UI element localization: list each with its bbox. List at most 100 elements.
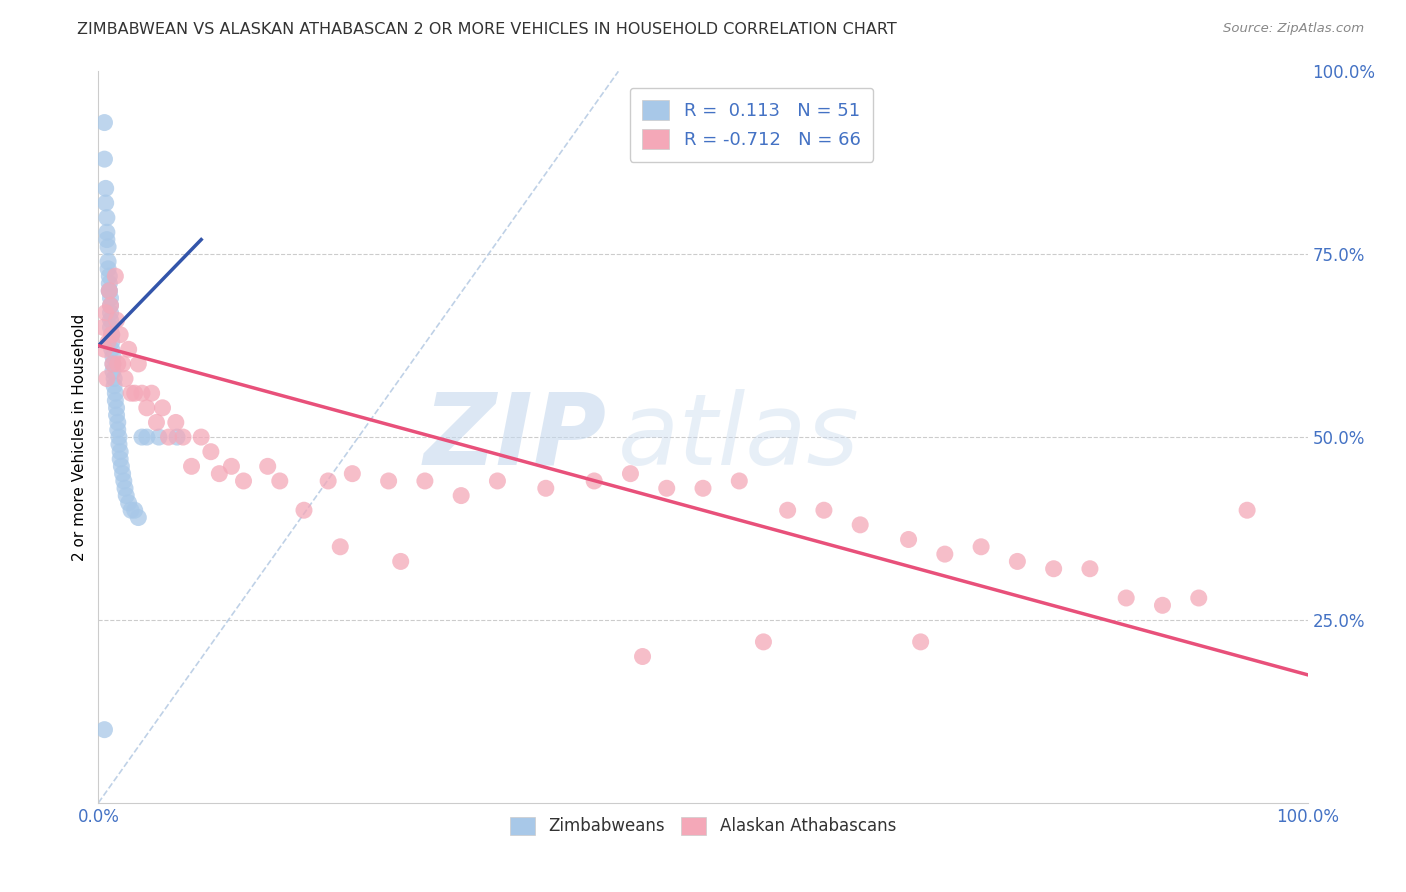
Point xyxy=(100,327,122,342)
Point xyxy=(534,481,557,495)
Point xyxy=(101,364,124,378)
Point xyxy=(970,540,993,554)
Point xyxy=(98,284,121,298)
Point xyxy=(148,430,170,444)
Point xyxy=(100,298,122,312)
Point xyxy=(100,313,122,327)
Text: ZIMBABWEAN VS ALASKAN ATHABASCAN 2 OR MORE VEHICLES IN HOUSEHOLD CORRELATION CHA: ZIMBABWEAN VS ALASKAN ATHABASCAN 2 OR MO… xyxy=(77,22,897,37)
Point xyxy=(1042,562,1064,576)
Point xyxy=(97,240,120,254)
Point xyxy=(96,211,118,225)
Point xyxy=(118,496,141,510)
Point xyxy=(141,386,163,401)
Point xyxy=(105,401,128,415)
Point xyxy=(172,430,194,444)
Point xyxy=(413,474,436,488)
Point xyxy=(1007,554,1029,568)
Legend: Zimbabweans, Alaskan Athabascans: Zimbabweans, Alaskan Athabascans xyxy=(503,810,903,842)
Point xyxy=(131,430,153,444)
Point xyxy=(100,306,122,320)
Point xyxy=(98,284,121,298)
Point xyxy=(93,115,115,129)
Point xyxy=(100,334,122,349)
Point xyxy=(157,430,180,444)
Point xyxy=(98,277,121,291)
Point xyxy=(108,437,131,451)
Point xyxy=(752,635,775,649)
Point xyxy=(111,357,134,371)
Point xyxy=(114,481,136,495)
Point xyxy=(110,459,132,474)
Point xyxy=(97,261,120,276)
Point xyxy=(180,459,202,474)
Point xyxy=(145,416,167,430)
Point xyxy=(135,401,157,415)
Point xyxy=(135,430,157,444)
Point xyxy=(101,357,124,371)
Point xyxy=(329,540,352,554)
Y-axis label: 2 or more Vehicles in Household: 2 or more Vehicles in Household xyxy=(72,313,87,561)
Point xyxy=(127,510,149,524)
Point xyxy=(124,503,146,517)
Point xyxy=(101,350,124,364)
Point xyxy=(93,343,115,357)
Point xyxy=(1188,591,1211,605)
Point xyxy=(232,474,254,488)
Point xyxy=(107,357,129,371)
Point xyxy=(100,291,122,305)
Point xyxy=(583,474,606,488)
Point xyxy=(342,467,364,481)
Point xyxy=(107,416,129,430)
Point xyxy=(103,371,125,385)
Point xyxy=(120,386,142,401)
Point xyxy=(619,467,641,481)
Point xyxy=(292,503,315,517)
Point xyxy=(91,320,114,334)
Point xyxy=(1152,599,1174,613)
Point xyxy=(655,481,678,495)
Point xyxy=(114,371,136,385)
Point xyxy=(1236,503,1258,517)
Point xyxy=(108,444,131,458)
Point xyxy=(105,408,128,422)
Point xyxy=(152,401,174,415)
Point xyxy=(1078,562,1101,576)
Point xyxy=(377,474,399,488)
Point xyxy=(96,233,118,247)
Point xyxy=(108,452,131,467)
Point xyxy=(104,269,127,284)
Point xyxy=(486,474,509,488)
Point xyxy=(200,444,222,458)
Point xyxy=(389,554,412,568)
Point xyxy=(728,474,751,488)
Point xyxy=(112,474,135,488)
Point xyxy=(450,489,472,503)
Point xyxy=(166,430,188,444)
Point xyxy=(813,503,835,517)
Point xyxy=(105,313,128,327)
Text: atlas: atlas xyxy=(619,389,860,485)
Point xyxy=(190,430,212,444)
Point xyxy=(269,474,291,488)
Point xyxy=(934,547,956,561)
Point xyxy=(94,181,117,195)
Point xyxy=(692,481,714,495)
Point xyxy=(96,225,118,239)
Point xyxy=(910,635,932,649)
Point xyxy=(165,416,187,430)
Point xyxy=(96,371,118,385)
Point xyxy=(776,503,799,517)
Point xyxy=(108,327,131,342)
Text: Source: ZipAtlas.com: Source: ZipAtlas.com xyxy=(1223,22,1364,36)
Point xyxy=(104,386,127,401)
Point xyxy=(131,386,153,401)
Point xyxy=(93,723,115,737)
Point xyxy=(127,357,149,371)
Point xyxy=(849,517,872,532)
Point xyxy=(120,503,142,517)
Point xyxy=(100,298,122,312)
Point xyxy=(103,379,125,393)
Point xyxy=(897,533,920,547)
Point xyxy=(94,196,117,211)
Point xyxy=(221,459,243,474)
